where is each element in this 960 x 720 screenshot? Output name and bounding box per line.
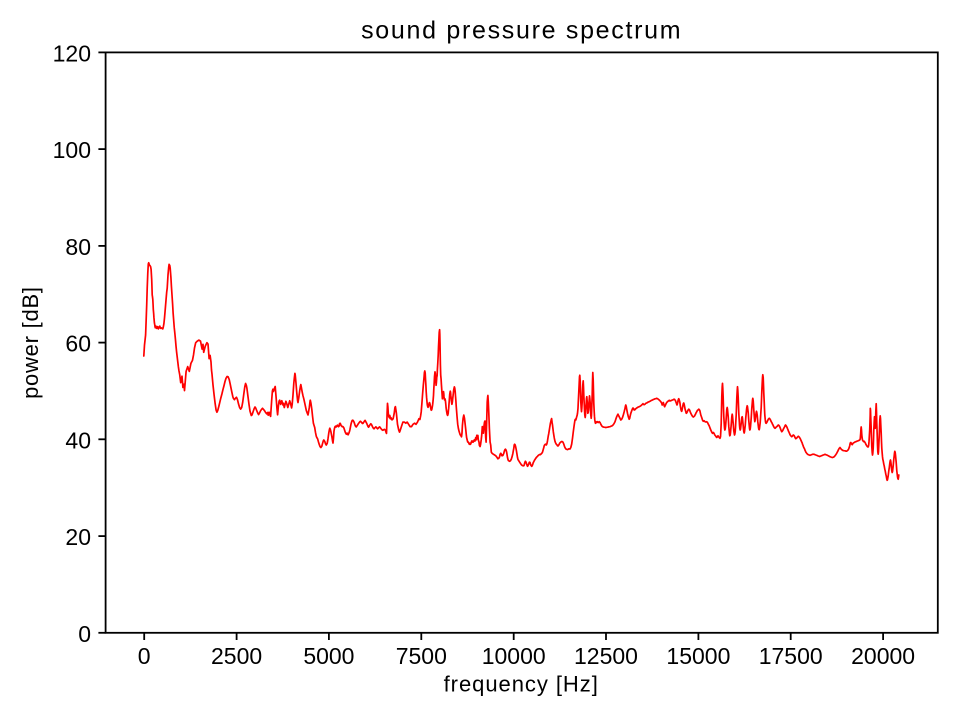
svg-text:10000: 10000: [482, 643, 546, 669]
svg-text:60: 60: [65, 331, 91, 357]
svg-text:20000: 20000: [851, 643, 915, 669]
svg-text:frequency [Hz]: frequency [Hz]: [444, 671, 599, 696]
svg-text:0: 0: [78, 621, 91, 647]
svg-text:0: 0: [138, 643, 151, 669]
svg-text:120: 120: [53, 40, 91, 66]
svg-text:40: 40: [65, 427, 91, 453]
svg-text:7500: 7500: [396, 643, 447, 669]
svg-text:15000: 15000: [666, 643, 730, 669]
svg-text:17500: 17500: [759, 643, 823, 669]
svg-text:80: 80: [65, 234, 91, 260]
svg-text:2500: 2500: [211, 643, 262, 669]
svg-text:5000: 5000: [303, 643, 354, 669]
svg-text:sound pressure spectrum: sound pressure spectrum: [361, 17, 682, 45]
svg-text:power [dB]: power [dB]: [18, 286, 43, 399]
svg-text:20: 20: [65, 524, 91, 550]
svg-text:100: 100: [53, 137, 91, 163]
svg-text:12500: 12500: [574, 643, 638, 669]
